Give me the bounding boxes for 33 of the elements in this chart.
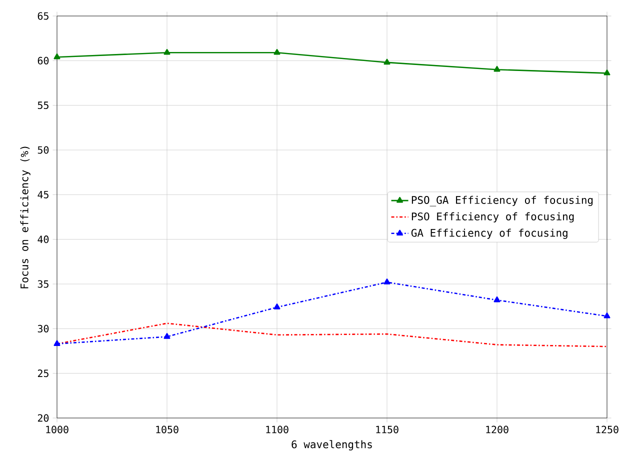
point — [604, 70, 610, 76]
x-tick-label: 1200 — [486, 426, 508, 434]
point — [494, 296, 500, 302]
y-tick-label: 50 — [38, 146, 49, 154]
point — [384, 278, 390, 284]
y-tick-label: 45 — [38, 190, 48, 198]
x-tick-label: 1150 — [376, 426, 398, 434]
x-tick-label: 1250 — [596, 426, 618, 434]
y-tick-label: 60 — [38, 56, 49, 64]
y-tick-label: 20 — [38, 414, 49, 422]
x-axis-title: 6 wavelengths — [292, 440, 372, 450]
point — [604, 312, 610, 318]
point — [274, 48, 280, 55]
legend-label: PSO_GA Efficiency of focusing — [412, 196, 593, 206]
legend-label: PSO Efficiency of focusing — [412, 212, 574, 222]
y-tick-label: 40 — [38, 236, 49, 244]
y-axis-title: Focus on efficiency (%) — [20, 146, 30, 288]
point — [54, 53, 60, 60]
point — [54, 340, 60, 346]
point — [164, 48, 170, 55]
point — [164, 333, 170, 339]
x-tick-label: 1100 — [266, 426, 288, 434]
y-tick-label: 55 — [38, 102, 48, 110]
y-tick-label: 35 — [38, 280, 48, 288]
point — [384, 58, 390, 65]
point — [274, 304, 280, 310]
y-tick-label: 30 — [38, 324, 49, 332]
x-tick-label: 1050 — [156, 426, 178, 434]
y-tick-label: 25 — [38, 370, 48, 378]
y-tick-label: 65 — [38, 12, 48, 20]
point — [494, 66, 500, 72]
x-tick-label: 1000 — [46, 426, 68, 434]
legend-label: GA Efficiency of focusing — [411, 228, 568, 239]
